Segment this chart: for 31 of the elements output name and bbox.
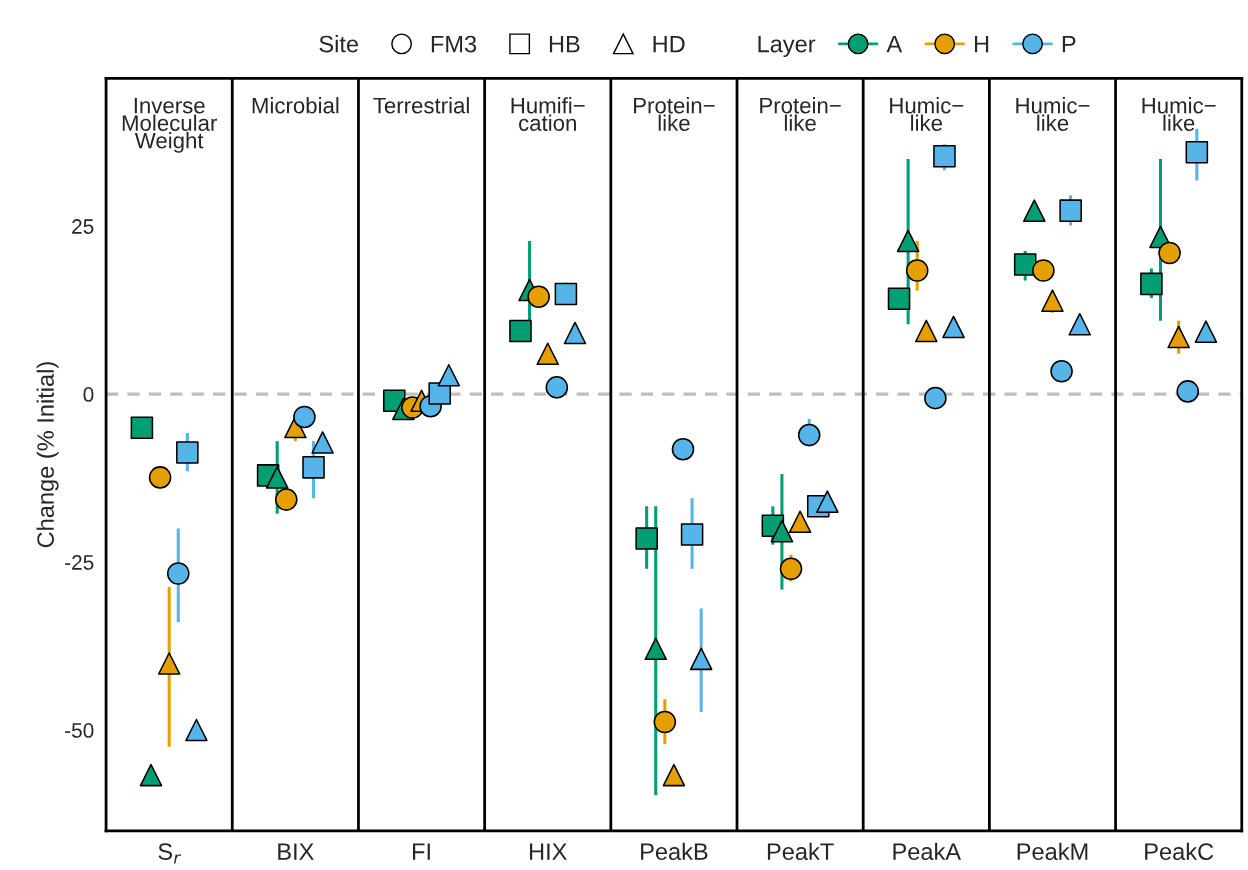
annotation: Humic− like — [1016, 97, 1090, 131]
text: FM3 — [431, 35, 477, 53]
x-tick-label: FI — [412, 843, 430, 860]
x-tick-label: S$_{r}$ — [158, 843, 181, 864]
x-tick-label: PeakA — [893, 842, 962, 860]
annotation: Protein− like — [634, 97, 715, 131]
x-tick-label: HIX — [529, 843, 567, 860]
y-tick-label: 25 — [72, 219, 94, 234]
x-tick-label: PeakB — [641, 842, 708, 860]
annotation: Protein− like — [760, 97, 841, 131]
annotation: Humic− like — [890, 97, 964, 131]
annotation: Humic− like — [1142, 97, 1216, 131]
annotation: Humifi− cation — [511, 97, 585, 131]
x-tick-label: BIX — [278, 843, 314, 860]
text: A — [886, 35, 903, 53]
text: H — [974, 35, 989, 53]
text: HD — [653, 35, 685, 53]
y-axis-title: Change (% Initial) — [36, 362, 59, 548]
annotation: Microbial — [252, 97, 339, 114]
text: HB — [549, 35, 580, 53]
x-tick-label: PeakT — [767, 842, 834, 860]
text: Layer — [758, 35, 816, 58]
y-tick-label: -25 — [65, 555, 94, 570]
annotation: Inverse Molecular Weight — [122, 97, 217, 153]
x-tick-label: PeakC — [1145, 842, 1214, 860]
annotation: Terrestrial — [373, 97, 469, 114]
y-tick-label: 0 — [83, 387, 94, 402]
y-tick-label: -50 — [65, 723, 94, 738]
x-tick-label: PeakM — [1017, 842, 1088, 860]
text: Site — [319, 35, 359, 53]
text: P — [1062, 35, 1076, 53]
